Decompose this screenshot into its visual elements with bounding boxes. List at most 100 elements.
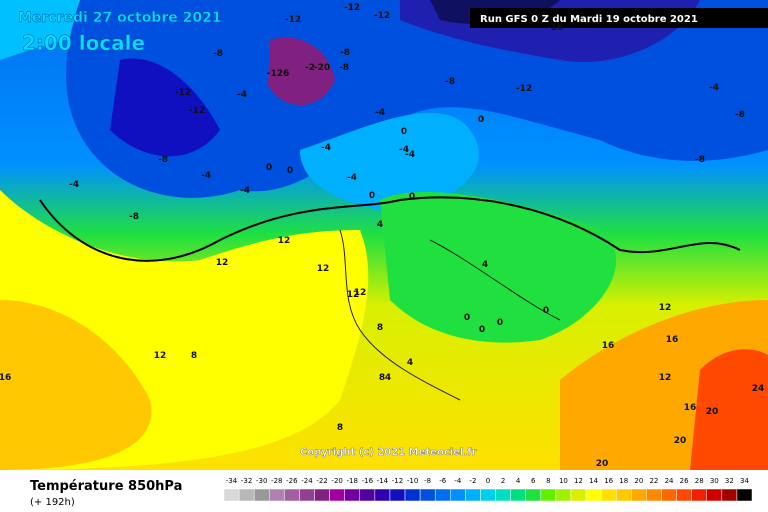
legend-swatch bbox=[736, 488, 753, 502]
isotherm-label: -4 bbox=[69, 180, 79, 190]
run-box bbox=[470, 8, 768, 28]
legend-swatch bbox=[299, 488, 315, 502]
isotherm-label: 0 bbox=[479, 325, 485, 335]
isotherm-label: -16 bbox=[547, 23, 563, 33]
isotherm-label: 16 bbox=[684, 403, 697, 413]
isotherm-label: -4 bbox=[321, 143, 331, 153]
legend-swatch bbox=[691, 488, 707, 502]
legend-label: -14 bbox=[377, 477, 389, 485]
legend-label: 30 bbox=[710, 477, 719, 485]
field bbox=[268, 37, 335, 105]
isotherm-label: 0 bbox=[369, 191, 375, 201]
legend-swatch bbox=[570, 488, 587, 502]
isotherm-label: 0 bbox=[287, 166, 293, 176]
legend-label: -2 bbox=[469, 477, 476, 485]
legend-swatch bbox=[510, 488, 526, 502]
legend-swatch bbox=[359, 488, 376, 502]
coastline bbox=[339, 229, 561, 401]
isotherm-label: -12 bbox=[516, 84, 532, 94]
legend-swatch bbox=[253, 488, 270, 502]
zero-isotherm bbox=[39, 196, 741, 262]
isotherm-label: -8 bbox=[445, 77, 455, 87]
isotherm-label: 12 bbox=[317, 264, 330, 274]
isotherm-label: -8 bbox=[339, 63, 349, 73]
isotherm-label: 4 bbox=[377, 220, 383, 230]
isotherm-label: 0 bbox=[478, 115, 484, 125]
legend-label: 22 bbox=[649, 477, 658, 485]
legend-label: 4 bbox=[516, 477, 521, 485]
legend-label: -8 bbox=[424, 477, 431, 485]
isotherm-label: 0 bbox=[409, 192, 415, 202]
legend-swatch bbox=[585, 488, 602, 502]
legend-label: 26 bbox=[680, 477, 689, 485]
legend-label: 18 bbox=[619, 477, 628, 485]
legend-label: 32 bbox=[725, 477, 734, 485]
legend-swatch bbox=[631, 488, 647, 502]
field bbox=[380, 191, 617, 343]
isotherm-label: 8 bbox=[191, 351, 197, 361]
legend-swatch bbox=[269, 488, 285, 502]
isotherm-label: -12 bbox=[374, 11, 390, 21]
legend-label: 6 bbox=[531, 477, 536, 485]
isotherm-label: 12 bbox=[659, 373, 672, 383]
isotherm-label: -2 bbox=[305, 63, 315, 73]
isotherm-label: -4 bbox=[201, 171, 211, 181]
isotherm-label: 12 bbox=[278, 236, 291, 246]
legend-label: -20 bbox=[331, 477, 342, 485]
isotherm-label: 8 bbox=[377, 323, 383, 333]
legend-swatch bbox=[706, 488, 723, 502]
legend-swatch bbox=[465, 488, 481, 502]
isotherm-label: 16 bbox=[602, 341, 615, 351]
isotherm-label: -20 bbox=[314, 63, 330, 73]
legend-label: 34 bbox=[740, 477, 749, 485]
legend-label: -32 bbox=[241, 477, 252, 485]
legend-swatch bbox=[721, 488, 738, 502]
field bbox=[690, 349, 768, 470]
isotherm-label: 0 bbox=[266, 163, 272, 173]
legend-swatch bbox=[389, 488, 406, 502]
legend-label: 20 bbox=[634, 477, 643, 485]
legend-swatch bbox=[223, 488, 240, 502]
isotherm-label: -8 bbox=[213, 49, 223, 59]
legend-label: -28 bbox=[271, 477, 282, 485]
legend-label: 8 bbox=[546, 477, 550, 485]
legend-label: 12 bbox=[574, 477, 583, 485]
legend-label: 2 bbox=[501, 477, 505, 485]
legend-label: -26 bbox=[286, 477, 298, 485]
isotherm-label: 8 bbox=[337, 423, 343, 433]
legend-label: -12 bbox=[392, 477, 403, 485]
legend-label: -22 bbox=[316, 477, 327, 485]
isotherm-label: -8 bbox=[129, 212, 139, 222]
isotherm-label: -126 bbox=[267, 69, 290, 79]
isotherm-label: -8 bbox=[695, 155, 705, 165]
legend-label: -6 bbox=[439, 477, 447, 485]
legend-swatch bbox=[374, 488, 391, 502]
isotherm-label: -4 bbox=[399, 145, 409, 155]
legend-swatch bbox=[661, 488, 677, 502]
isotherm-label: -4 bbox=[347, 173, 357, 183]
isotherm-label: -12 bbox=[344, 3, 360, 13]
isotherm-label: -4 bbox=[709, 83, 719, 93]
legend-label: 16 bbox=[604, 477, 613, 485]
legend-label: -24 bbox=[301, 477, 313, 485]
legend-swatch bbox=[434, 488, 451, 502]
isotherm-label: -4 bbox=[375, 108, 385, 118]
legend-label: -4 bbox=[454, 477, 462, 485]
isotherm-label: 0 bbox=[543, 306, 549, 316]
isotherm-label: 12 bbox=[354, 288, 367, 298]
field bbox=[300, 112, 479, 210]
legend-swatch bbox=[419, 488, 436, 502]
footer-lead: (+ 192h) bbox=[30, 497, 75, 508]
time-title: 2:00 locale bbox=[22, 31, 145, 55]
legend-label: -34 bbox=[226, 477, 238, 485]
legend-label: 14 bbox=[589, 477, 598, 485]
isotherm-label: -4 bbox=[240, 186, 250, 196]
legend-label: -16 bbox=[362, 477, 374, 485]
legend-swatch bbox=[329, 488, 345, 502]
date-title: Mercredi 27 octobre 2021 bbox=[18, 10, 222, 26]
legend-swatch bbox=[314, 488, 330, 502]
legend-label: 10 bbox=[559, 477, 568, 485]
field bbox=[110, 58, 220, 157]
isotherm-label: 16 bbox=[0, 373, 11, 383]
